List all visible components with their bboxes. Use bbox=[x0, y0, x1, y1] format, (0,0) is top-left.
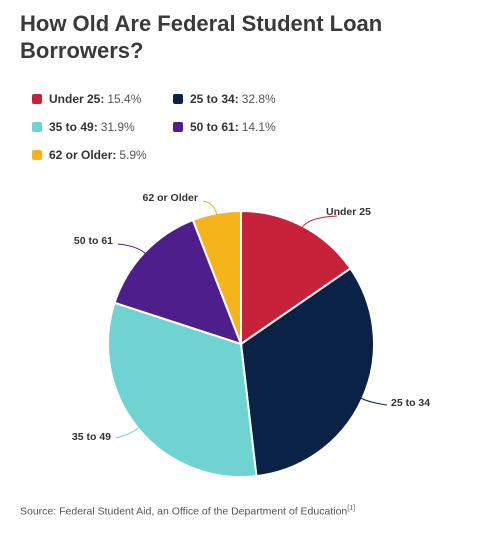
legend-swatch bbox=[32, 122, 42, 132]
slice-label: 62 or Older bbox=[143, 192, 198, 204]
leader-lines bbox=[115, 200, 388, 439]
slice-label: Under 25 bbox=[326, 206, 371, 218]
leader-line bbox=[301, 215, 338, 229]
chart-title: How Old Are Federal Student Loan Borrowe… bbox=[20, 11, 383, 63]
footnote-marker: [1] bbox=[347, 505, 356, 512]
slice-label: 35 to 49 bbox=[72, 431, 111, 443]
legend-value: 5.9% bbox=[119, 148, 147, 162]
leader-line bbox=[117, 243, 147, 255]
slice-label: 25 to 34 bbox=[391, 397, 430, 409]
legend-value: 31.9% bbox=[100, 120, 135, 134]
slice-label: 50 to 61 bbox=[74, 235, 113, 247]
legend-item-25-to-34: 25 to 34: 32.8% bbox=[173, 92, 276, 106]
legend-value: 32.8% bbox=[241, 92, 276, 106]
pie-slices bbox=[107, 209, 375, 478]
legend-item-35-to-49: 35 to 49: 31.9% bbox=[32, 120, 135, 134]
legend-item-62-or-older: 62 or Older: 5.9% bbox=[32, 148, 147, 162]
legend-swatch bbox=[173, 122, 183, 132]
legend-label: 62 or Older bbox=[49, 148, 113, 162]
legend-label: 50 to 61 bbox=[190, 120, 235, 134]
legend-value: 14.1% bbox=[241, 120, 276, 134]
leader-line bbox=[115, 426, 140, 439]
slice-labels: Under 25 25 to 34 35 to 49 50 to 61 62 or Ol… bbox=[72, 192, 430, 443]
legend-label: 35 to 49 bbox=[49, 120, 94, 134]
legend-value: 15.4% bbox=[107, 92, 142, 106]
legend-item-50-to-61: 50 to 61: 14.1% bbox=[173, 120, 276, 134]
leader-line bbox=[202, 200, 218, 216]
legend-label: Under 25 bbox=[49, 92, 101, 106]
legend-item-under-25: Under 25: 15.4% bbox=[32, 92, 141, 106]
legend-swatch bbox=[173, 94, 183, 104]
legend-swatch bbox=[32, 150, 42, 160]
source-text: Source: Federal Student Aid, an Office o… bbox=[20, 505, 348, 518]
source-note: Source: Federal Student Aid, an Office o… bbox=[20, 505, 355, 518]
legend-label: 25 to 34 bbox=[190, 92, 235, 106]
legend-swatch bbox=[32, 94, 42, 104]
leader-line bbox=[360, 397, 388, 406]
pie-chart: Under 25 25 to 34 35 to 49 50 to 61 62 or Ol… bbox=[72, 192, 430, 478]
